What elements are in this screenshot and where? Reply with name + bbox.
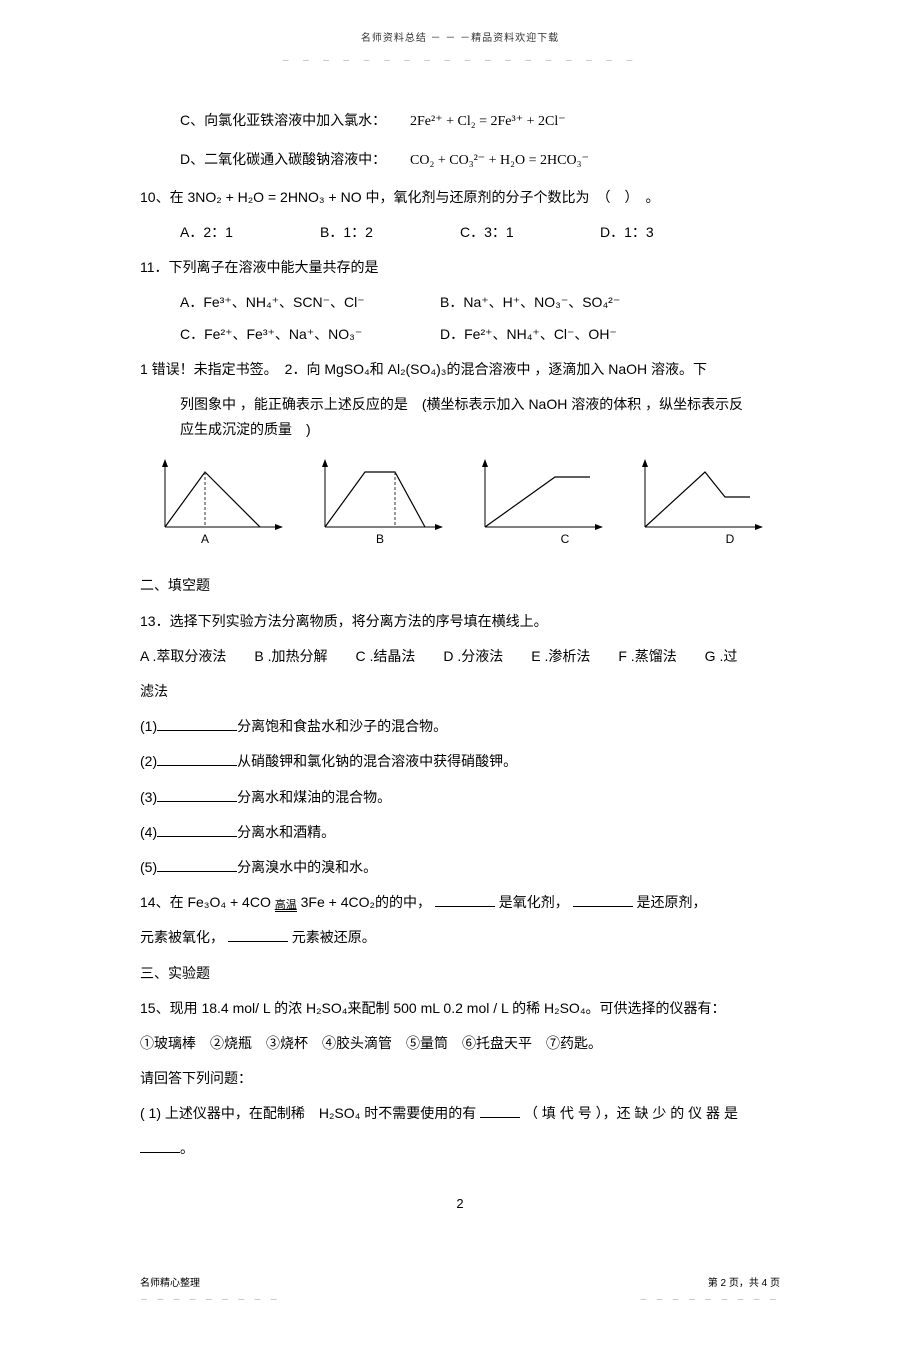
q15-l1: 15、现用 18.4 mol/ L 的浓 H₂SO₄来配制 500 mL 0.2…	[140, 996, 780, 1021]
q14-mid3: 是还原剂，	[637, 894, 707, 910]
q13-1-post: 分离饱和食盐水和沙子的混合物。	[237, 718, 447, 734]
footer-right-dots: － － － － － － － － －	[639, 1293, 780, 1307]
q13-2-post: 从硝酸钾和氯化钠的混合溶液中获得硝酸钾。	[237, 753, 517, 769]
svg-text:C: C	[561, 532, 570, 546]
q13-2-pre: (2)	[140, 753, 157, 769]
q14-mid2: 是氧化剂，	[499, 894, 569, 910]
q14-cond: 高温	[275, 899, 297, 912]
footer-right: 第 2 页，共 4 页 － － － － － － － － －	[639, 1275, 780, 1307]
q11-opt-a: A．Fe³⁺、NH₄⁺、SCN⁻、Cl⁻	[180, 290, 440, 315]
svg-text:B: B	[376, 532, 384, 546]
q11-opt-b: B．Na⁺、H⁺、NO₃⁻、SO₄²⁻	[440, 290, 620, 315]
q12-line1: 1 错误！未指定书签。 2．向 MgSO₄和 Al₂(SO₄)₃的混合溶液中 ，…	[140, 357, 780, 382]
graph-c: C	[470, 457, 610, 555]
graph-b: B	[310, 457, 450, 555]
q15-l5: 。	[140, 1136, 780, 1161]
blank-input[interactable]	[157, 858, 237, 872]
option-c: C、向氯化亚铁溶液中加入氯水： 2Fe²⁺ + Cl₂ = 2Fe³⁺ + 2C…	[140, 108, 780, 134]
header-title: 名师资料总结 － － －精品资料欢迎下载	[140, 30, 780, 48]
section2-title: 二、填空题	[140, 573, 780, 598]
q13-4-pre: (4)	[140, 824, 157, 840]
q13-5-pre: (5)	[140, 859, 157, 875]
graph-a: A	[150, 457, 290, 555]
q13-item5: (5) 分离溴水中的溴和水。	[140, 855, 780, 880]
q11-text: 11．下列离子在溶液中能大量共存的是	[140, 255, 780, 280]
q10-opt-d: D．1：3	[600, 220, 740, 245]
blank-input[interactable]	[573, 893, 633, 907]
svg-text:A: A	[201, 532, 209, 546]
footer: 名师精心整理 － － － － － － － － － 第 2 页，共 4 页 － －…	[140, 1275, 780, 1307]
q10-opt-c: C．3：1	[460, 220, 600, 245]
page-number: 2	[140, 1192, 780, 1215]
q13-intro: 13．选择下列实验方法分离物质，将分离方法的序号填在横线上。	[140, 609, 780, 634]
footer-left-text: 名师精心整理	[140, 1275, 281, 1293]
q14-mid1: 3Fe + 4CO₂的的中，	[301, 894, 431, 910]
reaction-condition: 高温	[275, 896, 297, 911]
blank-input[interactable]	[228, 928, 288, 942]
svg-text:D: D	[726, 532, 735, 546]
blank-input[interactable]	[140, 1139, 180, 1153]
q13-1-pre: (1)	[140, 718, 157, 734]
graph-row: A B C D	[140, 457, 780, 555]
graph-d: D	[630, 457, 770, 555]
q12-line3: 应生成沉淀的质量 )	[140, 417, 780, 442]
q14-pre: 14、在 Fe₃O₄ + 4CO	[140, 894, 271, 910]
q10-text: 10、在 3NO₂ + H₂O = 2HNO₃ + NO 中，氧化剂与还原剂的分…	[140, 185, 780, 210]
q13-methods2: 滤法	[140, 679, 780, 704]
q14-line1: 14、在 Fe₃O₄ + 4CO 高温 3Fe + 4CO₂的的中， 是氧化剂，…	[140, 890, 780, 915]
q15-l5-text: 。	[180, 1140, 194, 1156]
section3-title: 三、实验题	[140, 961, 780, 986]
q14-line2: 元素被氧化， 元素被还原。	[140, 925, 780, 950]
blank-input[interactable]	[435, 893, 495, 907]
q13-methods: A .萃取分液法 B .加热分解 C .结晶法 D .分液法 E .渗析法 F …	[140, 644, 780, 669]
q11-row1: A．Fe³⁺、NH₄⁺、SCN⁻、Cl⁻ B．Na⁺、H⁺、NO₃⁻、SO₄²⁻	[140, 290, 780, 315]
q11-row2: C．Fe²⁺、Fe³⁺、Na⁺、NO₃⁻ D．Fe²⁺、NH₄⁺、Cl⁻、OH⁻	[140, 322, 780, 347]
q14-l2a: 元素被氧化，	[140, 929, 224, 945]
header-dots: － － － － － － － － － － － － － － － － － －	[140, 54, 780, 68]
option-c-label: C、向氯化亚铁溶液中加入氯水：	[180, 112, 386, 128]
blank-input[interactable]	[157, 717, 237, 731]
q14-l2b: 元素被还原。	[292, 929, 376, 945]
q15-l2: ①玻璃棒 ②烧瓶 ③烧杯 ④胶头滴管 ⑤量筒 ⑥托盘天平 ⑦药匙。	[140, 1031, 780, 1056]
q10-opt-b: B．1：2	[320, 220, 460, 245]
option-d: D、二氧化碳通入碳酸钠溶液中： CO₂ + CO₃²⁻ + H₂O = 2HCO…	[140, 147, 780, 173]
blank-input[interactable]	[157, 788, 237, 802]
q12-line2: 列图象中 ，能正确表示上述反应的是 (横坐标表示加入 NaOH 溶液的体积 ，纵…	[140, 392, 780, 417]
q13-item4: (4) 分离水和酒精。	[140, 820, 780, 845]
q13-3-pre: (3)	[140, 789, 157, 805]
q13-item3: (3) 分离水和煤油的混合物。	[140, 785, 780, 810]
q13-4-post: 分离水和酒精。	[237, 824, 335, 840]
q13-item1: (1) 分离饱和食盐水和沙子的混合物。	[140, 714, 780, 739]
option-d-label: D、二氧化碳通入碳酸钠溶液中：	[180, 151, 386, 167]
q10-options: A．2：1 B．1：2 C．3：1 D．1：3	[140, 220, 780, 245]
q15-l4b: （ 填 代 号 ），还 缺 少 的 仪 器 是	[524, 1105, 738, 1121]
q10-opt-a: A．2：1	[180, 220, 320, 245]
footer-left: 名师精心整理 － － － － － － － － －	[140, 1275, 281, 1307]
option-d-formula: CO₂ + CO₃²⁻ + H₂O = 2HCO₃⁻	[410, 153, 589, 168]
footer-left-dots: － － － － － － － － －	[140, 1293, 281, 1307]
q15-l4: ( 1) 上述仪器中，在配制稀 H₂SO₄ 时不需要使用的有 （ 填 代 号 ）…	[140, 1101, 780, 1126]
blank-input[interactable]	[157, 752, 237, 766]
q15-l3: 请回答下列问题：	[140, 1066, 780, 1091]
q13-5-post: 分离溴水中的溴和水。	[237, 859, 377, 875]
option-c-formula: 2Fe²⁺ + Cl₂ = 2Fe³⁺ + 2Cl⁻	[410, 114, 566, 129]
q11-opt-d: D．Fe²⁺、NH₄⁺、Cl⁻、OH⁻	[440, 322, 617, 347]
q15-l4a: ( 1) 上述仪器中，在配制稀 H₂SO₄ 时不需要使用的有	[140, 1105, 476, 1121]
q13-item2: (2) 从硝酸钾和氯化钠的混合溶液中获得硝酸钾。	[140, 749, 780, 774]
q13-3-post: 分离水和煤油的混合物。	[237, 789, 391, 805]
blank-input[interactable]	[157, 823, 237, 837]
footer-right-text: 第 2 页，共 4 页	[639, 1275, 780, 1293]
blank-input[interactable]	[480, 1104, 520, 1118]
q11-opt-c: C．Fe²⁺、Fe³⁺、Na⁺、NO₃⁻	[180, 322, 440, 347]
